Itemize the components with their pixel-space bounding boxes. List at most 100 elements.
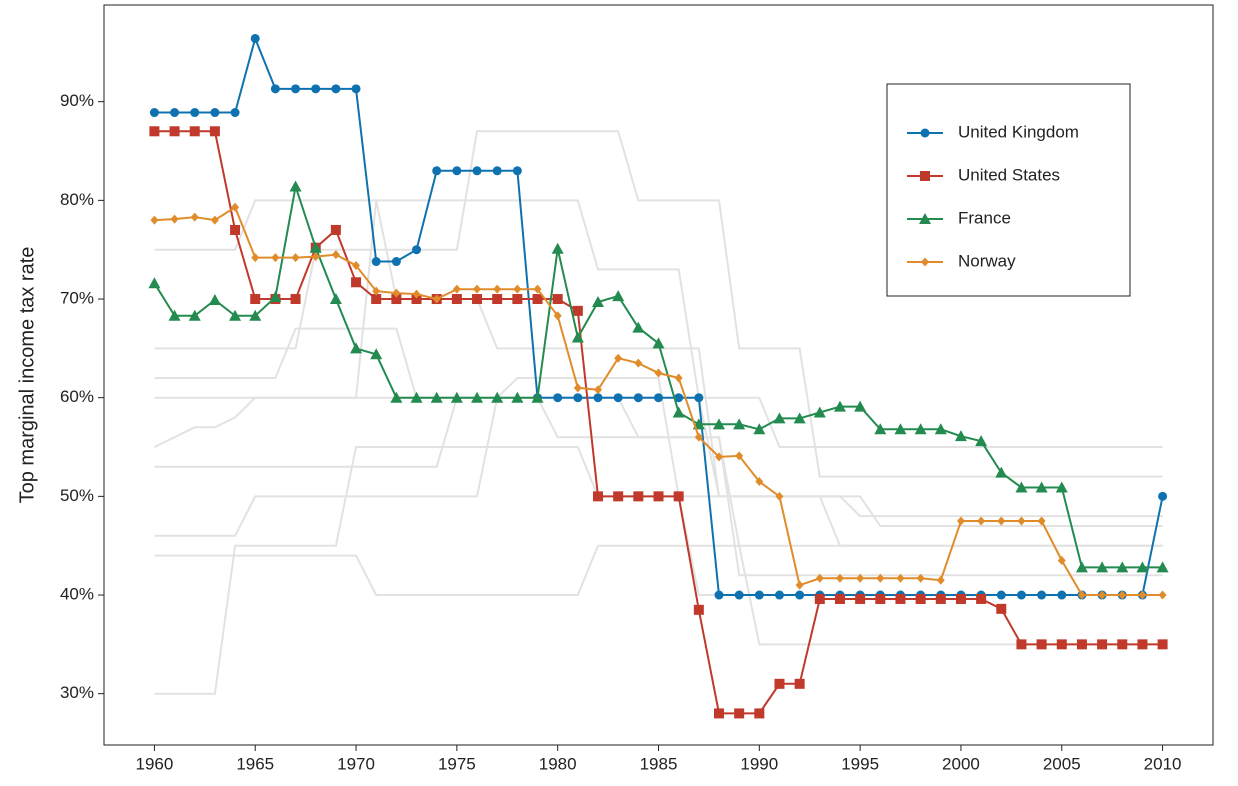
point xyxy=(231,202,240,212)
point xyxy=(350,342,363,354)
point xyxy=(813,406,826,418)
point xyxy=(1117,639,1128,650)
point xyxy=(250,34,260,44)
point xyxy=(572,305,583,316)
point xyxy=(573,383,582,393)
point xyxy=(734,590,744,600)
point xyxy=(976,593,987,604)
point xyxy=(533,284,542,294)
point xyxy=(290,294,301,305)
point xyxy=(977,516,986,526)
point xyxy=(452,166,462,176)
point xyxy=(714,590,724,600)
point xyxy=(1057,555,1066,565)
point xyxy=(934,423,947,435)
point xyxy=(754,708,765,719)
point xyxy=(876,573,885,583)
point xyxy=(915,593,926,604)
point xyxy=(1096,561,1109,573)
point xyxy=(452,284,461,294)
point xyxy=(1138,590,1147,600)
point xyxy=(755,477,764,487)
point xyxy=(391,257,401,267)
point xyxy=(1158,491,1168,501)
point xyxy=(1098,590,1107,600)
x-tick-label: 1980 xyxy=(539,754,577,773)
point xyxy=(430,391,443,403)
x-tick-label: 2005 xyxy=(1043,754,1081,773)
point xyxy=(352,260,361,270)
point xyxy=(794,678,805,689)
point xyxy=(694,393,704,403)
legend-label: France xyxy=(958,208,1011,227)
point xyxy=(593,491,604,502)
point xyxy=(289,180,302,192)
point xyxy=(733,418,746,430)
x-tick-label: 1975 xyxy=(438,754,476,773)
point xyxy=(210,215,219,225)
point xyxy=(251,253,260,263)
point xyxy=(795,590,805,600)
point xyxy=(815,573,824,583)
point xyxy=(936,575,945,585)
legend-label: United Kingdom xyxy=(958,122,1079,141)
point xyxy=(833,400,846,412)
point xyxy=(614,353,623,363)
x-tick-label: 1960 xyxy=(135,754,173,773)
point xyxy=(493,284,502,294)
point xyxy=(1097,639,1108,650)
point xyxy=(1055,481,1068,493)
y-tick-label: 90% xyxy=(60,91,94,110)
point xyxy=(1037,516,1046,526)
point xyxy=(996,603,1007,614)
point xyxy=(1036,639,1047,650)
point xyxy=(371,257,381,267)
point xyxy=(1156,561,1169,573)
point xyxy=(451,294,462,305)
point xyxy=(432,166,442,176)
background-line xyxy=(154,396,1163,547)
point xyxy=(632,321,645,333)
point xyxy=(674,373,683,383)
point xyxy=(875,593,886,604)
point xyxy=(895,593,906,604)
point xyxy=(188,309,201,321)
point xyxy=(793,412,806,424)
point xyxy=(1118,590,1127,600)
point xyxy=(775,491,784,501)
y-tick-label: 70% xyxy=(60,289,94,308)
point xyxy=(269,291,282,303)
point xyxy=(351,277,362,288)
point xyxy=(774,678,785,689)
point xyxy=(1076,639,1087,650)
point xyxy=(896,573,905,583)
point xyxy=(513,284,522,294)
legend-label: United States xyxy=(958,165,1060,184)
point xyxy=(370,348,383,360)
point xyxy=(795,580,804,590)
point xyxy=(472,166,482,176)
point xyxy=(594,385,603,395)
point xyxy=(654,393,663,403)
background-line xyxy=(154,199,1163,448)
point xyxy=(1057,590,1067,600)
point xyxy=(190,108,200,118)
point xyxy=(672,406,685,418)
point xyxy=(168,309,181,321)
point xyxy=(571,331,584,343)
point xyxy=(473,284,482,294)
point xyxy=(874,423,887,435)
point xyxy=(694,432,703,442)
point xyxy=(1157,639,1168,650)
point xyxy=(774,590,784,600)
point xyxy=(331,84,341,94)
y-axis-label: Top marginal income tax rate xyxy=(16,247,38,504)
point xyxy=(230,224,241,235)
point xyxy=(713,708,724,719)
point xyxy=(1056,639,1067,650)
point xyxy=(653,491,664,502)
point xyxy=(935,593,946,604)
point xyxy=(249,309,262,321)
point xyxy=(613,393,623,403)
point xyxy=(512,166,522,176)
